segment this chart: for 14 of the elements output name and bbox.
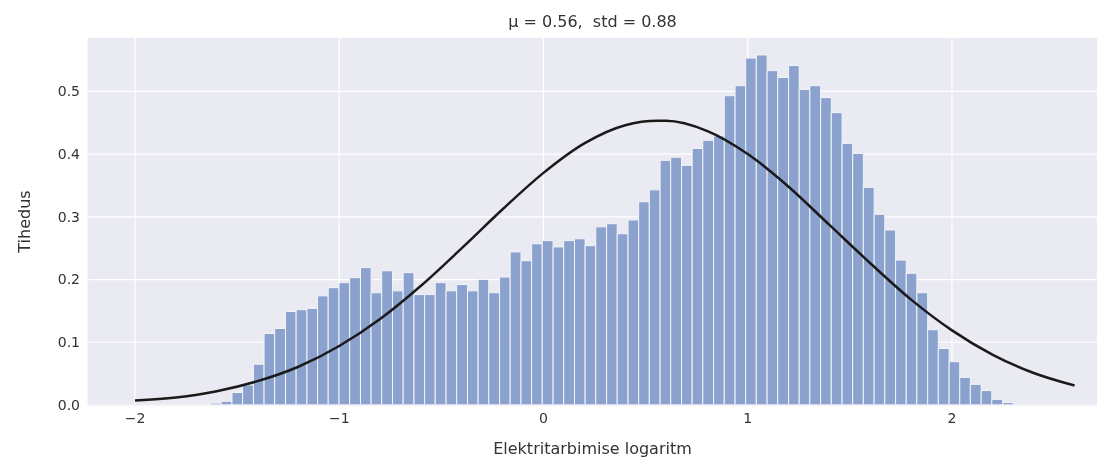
chart-title: μ = 0.56, std = 0.88 [507, 12, 678, 31]
x-tick-label: 0 [539, 409, 548, 426]
x-axis-title: Elektritarbimise logaritm [493, 439, 692, 458]
y-tick-label: 0.2 [57, 271, 80, 288]
y-tick-label: 0.0 [57, 396, 80, 413]
y-tick-label: 0.3 [57, 208, 80, 225]
x-tick-label: −1 [328, 409, 350, 426]
x-tick-label: 1 [743, 409, 753, 426]
y-tick-label: 0.5 [57, 83, 80, 100]
y-tick-label: 0.4 [57, 146, 81, 163]
y-tick-label: 0.1 [57, 334, 80, 351]
x-tick-label: 2 [947, 409, 957, 426]
x-tick-label: −2 [124, 409, 146, 426]
y-axis-title: Tihedus [14, 190, 34, 254]
